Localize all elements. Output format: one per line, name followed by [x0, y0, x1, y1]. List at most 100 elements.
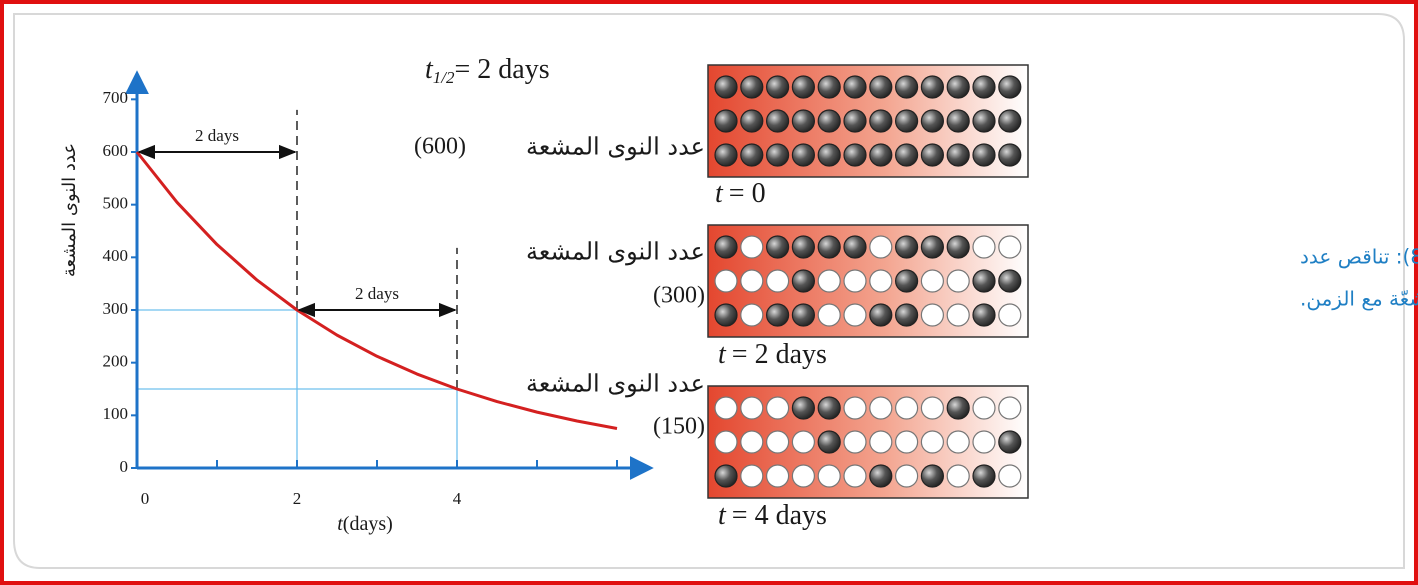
active-nucleus — [740, 143, 764, 167]
active-nucleus — [972, 464, 996, 488]
interval-label: 2 days — [355, 284, 399, 303]
x-axis-label: t(days) — [337, 513, 393, 535]
decayed-nucleus — [843, 396, 867, 420]
x-tick-label: 4 — [453, 489, 462, 508]
decayed-nucleus — [791, 430, 816, 454]
panel-count: (600) — [414, 134, 466, 160]
active-nucleus — [972, 109, 996, 133]
active-nucleus — [817, 75, 841, 99]
decayed-nucleus — [740, 430, 764, 454]
decayed-nucleus — [714, 396, 738, 420]
decayed-nucleus — [894, 430, 919, 454]
panel-time: t = 0 — [715, 178, 766, 209]
decayed-nucleus — [920, 396, 945, 420]
active-nucleus — [920, 464, 945, 488]
panel-label: عدد النوى المشعة — [526, 133, 705, 161]
decayed-nucleus — [920, 303, 945, 327]
decayed-nucleus — [843, 303, 867, 327]
decayed-nucleus — [817, 269, 841, 293]
x-tick-label: 2 — [293, 489, 302, 508]
decayed-nucleus — [740, 235, 764, 259]
active-nucleus — [791, 75, 816, 99]
time-symbol: t — [718, 500, 727, 531]
active-nucleus — [869, 109, 893, 133]
half-life-title: t1/2= 2 days — [425, 54, 550, 86]
active-nucleus — [894, 75, 919, 99]
decayed-nucleus — [765, 430, 790, 454]
decayed-nucleus — [869, 430, 893, 454]
decayed-nucleus — [869, 269, 893, 293]
panel-label: عدد النوى المشعة — [526, 370, 705, 398]
time-text: = 0 — [729, 178, 766, 209]
active-nucleus — [946, 75, 970, 99]
y-tick-label: 500 — [103, 194, 129, 213]
active-nucleus — [714, 464, 738, 488]
decayed-nucleus — [920, 430, 945, 454]
decayed-nucleus — [946, 464, 970, 488]
panel-time: t = 2 days — [718, 339, 827, 370]
content: 0 100 200 300 400 500 600 700 0 2 4 2 days 2 days عدد… — [59, 54, 1418, 534]
decay-curve — [135, 151, 618, 430]
interval-label: 2 days — [195, 126, 239, 145]
active-nucleus — [714, 75, 738, 99]
decayed-nucleus — [791, 464, 816, 488]
decayed-nucleus — [817, 464, 841, 488]
active-nucleus — [894, 303, 919, 327]
active-nucleus — [714, 235, 738, 259]
decayed-nucleus — [765, 464, 790, 488]
decayed-nucleus — [946, 303, 970, 327]
active-nucleus — [765, 303, 790, 327]
active-nucleus — [894, 269, 919, 293]
active-nucleus — [869, 75, 893, 99]
y-tick-label: 400 — [103, 246, 129, 265]
active-nucleus — [920, 75, 945, 99]
decayed-nucleus — [740, 464, 764, 488]
active-nucleus — [894, 109, 919, 133]
decayed-nucleus — [714, 269, 738, 293]
decayed-nucleus — [946, 269, 970, 293]
decayed-nucleus — [817, 303, 841, 327]
active-nucleus — [843, 143, 867, 167]
decayed-nucleus — [869, 235, 893, 259]
decayed-nucleus — [843, 464, 867, 488]
active-nucleus — [791, 143, 816, 167]
active-nucleus — [791, 396, 816, 420]
active-nucleus — [817, 235, 841, 259]
y-tick-label: 600 — [103, 141, 129, 160]
decayed-nucleus — [869, 396, 893, 420]
active-nucleus — [998, 143, 1022, 167]
caption-line: النوى المشعّة مع الزمن. — [1300, 287, 1418, 311]
active-nucleus — [791, 303, 816, 327]
x-label-text: (days) — [343, 513, 393, 535]
active-nucleus — [791, 269, 816, 293]
active-nucleus — [843, 75, 867, 99]
active-nucleus — [998, 75, 1022, 99]
active-nucleus — [869, 464, 893, 488]
active-nucleus — [920, 109, 945, 133]
decayed-nucleus — [765, 396, 790, 420]
active-nucleus — [817, 143, 841, 167]
active-nucleus — [920, 235, 945, 259]
active-nucleus — [998, 269, 1022, 293]
decayed-nucleus — [894, 464, 919, 488]
time-symbol: t — [718, 339, 727, 370]
active-nucleus — [972, 75, 996, 99]
active-nucleus — [946, 143, 970, 167]
y-tick-label: 300 — [103, 299, 129, 318]
y-tick-label: 200 — [103, 352, 129, 371]
decayed-nucleus — [946, 430, 970, 454]
decayed-nucleus — [740, 396, 764, 420]
decayed-nucleus — [740, 269, 764, 293]
y-tick-label: 100 — [103, 404, 129, 423]
x-label-symbol: t — [337, 513, 343, 535]
active-nucleus — [765, 143, 790, 167]
active-nucleus — [817, 109, 841, 133]
active-nucleus — [946, 396, 970, 420]
decayed-nucleus — [972, 235, 996, 259]
decayed-nucleus — [740, 303, 764, 327]
active-nucleus — [972, 143, 996, 167]
decayed-nucleus — [972, 430, 996, 454]
decayed-nucleus — [998, 396, 1022, 420]
y-axis-label: عدد النوى المشعة — [59, 143, 80, 277]
